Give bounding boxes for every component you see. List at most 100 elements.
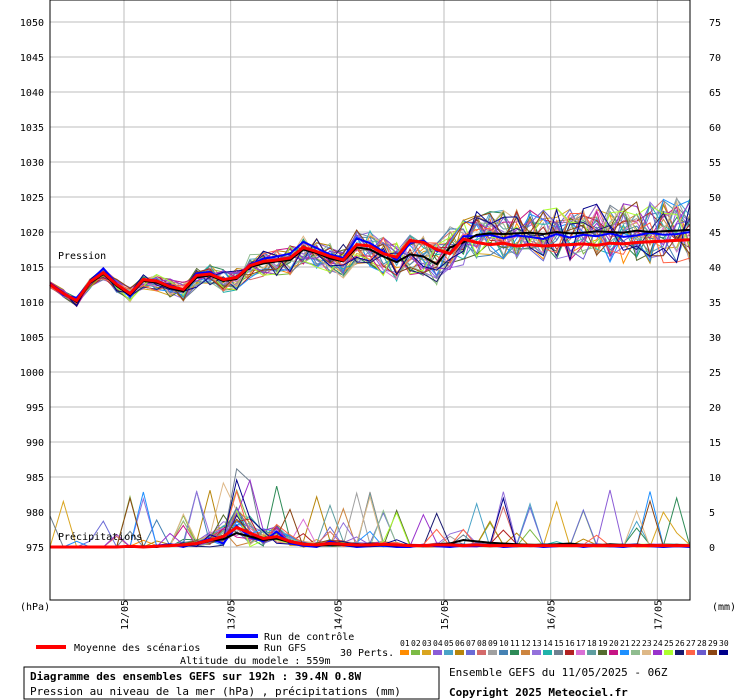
member-swatch [620, 650, 629, 655]
left-tick-label: 1010 [20, 298, 44, 309]
member-swatch [708, 650, 717, 655]
member-swatch [488, 650, 497, 655]
member-code: 19 [598, 639, 608, 648]
member-swatch [554, 650, 563, 655]
member-pressure-line [49, 209, 691, 307]
member-code: 25 [664, 639, 674, 648]
member-code: 27 [686, 639, 696, 648]
member-swatch [653, 650, 662, 655]
member-pressure-line [49, 208, 691, 307]
member-code: 06 [455, 639, 465, 648]
member-code: 20 [609, 639, 619, 648]
member-code: 16 [565, 639, 575, 648]
member-swatch [587, 650, 596, 655]
x-tick-label: 13/05 [227, 600, 238, 630]
legend-control-label: Run de contrôle [264, 631, 354, 643]
left-tick-label: 1040 [20, 88, 44, 99]
mean-pressure-line [49, 237, 691, 303]
member-code: 10 [499, 639, 509, 648]
model-altitude: Altitude du modele : 559m [180, 656, 331, 667]
member-code: 30 [719, 639, 729, 648]
member-pressure-line [49, 212, 691, 305]
left-tick-label: 1045 [20, 53, 44, 64]
member-code: 08 [477, 639, 487, 648]
member-swatch [686, 650, 695, 655]
member-code-list: 01 02 03 04 05 06 07 08 09 10 11 12 13 14 15 16 17 18 19 20… [400, 639, 729, 655]
member-code: 04 [433, 639, 443, 648]
left-axis-unit: (hPa) [20, 602, 50, 613]
member-swatch [532, 650, 541, 655]
member-code: 18 [587, 639, 597, 648]
member-swatch [631, 650, 640, 655]
member-code: 01 [400, 639, 410, 648]
member-swatch [477, 650, 486, 655]
member-code: 02 [411, 639, 421, 648]
left-tick-label: 1025 [20, 193, 44, 204]
right-tick-label: 0 [709, 543, 715, 554]
member-swatch [444, 650, 453, 655]
main-series-lines [49, 228, 691, 549]
member-swatch [675, 650, 684, 655]
footer-subtitle: Pression au niveau de la mer (hPa) , pré… [30, 685, 401, 698]
member-code: 28 [697, 639, 707, 648]
footer-title-box [23, 666, 440, 700]
right-tick-label: 65 [709, 88, 721, 99]
footer: Diagramme des ensembles GEFS sur 192h : … [23, 666, 668, 700]
footer-title: Diagramme des ensembles GEFS sur 192h : … [30, 670, 362, 683]
precipitation-section-label: Précipitations [58, 531, 142, 543]
member-swatch [609, 650, 618, 655]
member-code: 07 [466, 639, 476, 648]
left-tick-label: 1030 [20, 158, 44, 169]
member-code: 26 [675, 639, 685, 648]
chart-grid [50, 0, 690, 600]
x-tick-label: 16/05 [547, 600, 558, 630]
member-code: 17 [576, 639, 586, 648]
left-tick-label: 985 [26, 473, 44, 484]
member-pressure-line [49, 203, 691, 301]
member-code: 13 [532, 639, 542, 648]
left-tick-label: 1000 [20, 368, 44, 379]
mean-precip-line [50, 525, 690, 549]
legend-gfs-label: Run GFS [264, 643, 306, 654]
x-tick-label: 17/05 [653, 600, 664, 630]
legend-mean-label: Moyenne des scénarios [74, 642, 200, 654]
legend: Moyenne des scénarios Run de contrôle Ru… [36, 631, 729, 667]
left-tick-label: 1005 [20, 333, 44, 344]
right-tick-label: 40 [709, 263, 721, 274]
member-swatch [664, 650, 673, 655]
right-tick-label: 5 [709, 508, 715, 519]
x-tick-label: 12/05 [120, 600, 131, 630]
member-code: 15 [554, 639, 564, 648]
member-code: 03 [422, 639, 432, 648]
member-swatch [565, 650, 574, 655]
member-pressure-line [49, 212, 691, 308]
member-code: 22 [631, 639, 641, 648]
member-swatch [400, 650, 409, 655]
pressure-section-label: Pression [58, 251, 106, 262]
member-code: 05 [444, 639, 454, 648]
member-code: 29 [708, 639, 718, 648]
member-code: 14 [543, 639, 553, 648]
left-tick-label: 1020 [20, 228, 44, 239]
left-tick-label: 995 [26, 403, 44, 414]
left-tick-label: 975 [26, 543, 44, 554]
footer-run-info: Ensemble GEFS du 11/05/2025 - 06Z [449, 666, 668, 679]
right-tick-label: 75 [709, 18, 721, 29]
right-axis-unit: (mm) [712, 602, 736, 613]
member-pressure-line [49, 201, 691, 302]
member-swatch [642, 650, 651, 655]
left-tick-label: 1015 [20, 263, 44, 274]
member-code: 12 [521, 639, 531, 648]
right-tick-label: 70 [709, 53, 721, 64]
plot-frame [49, 0, 691, 601]
left-tick-label: 1050 [20, 18, 44, 29]
member-pressure-line [49, 209, 691, 305]
right-tick-label: 35 [709, 298, 721, 309]
member-swatch [576, 650, 585, 655]
right-tick-label: 55 [709, 158, 721, 169]
member-pressure-line [49, 203, 691, 307]
legend-perts-label: 30 Perts. [340, 648, 394, 659]
right-tick-label: 50 [709, 193, 721, 204]
left-tick-label: 990 [26, 438, 44, 449]
